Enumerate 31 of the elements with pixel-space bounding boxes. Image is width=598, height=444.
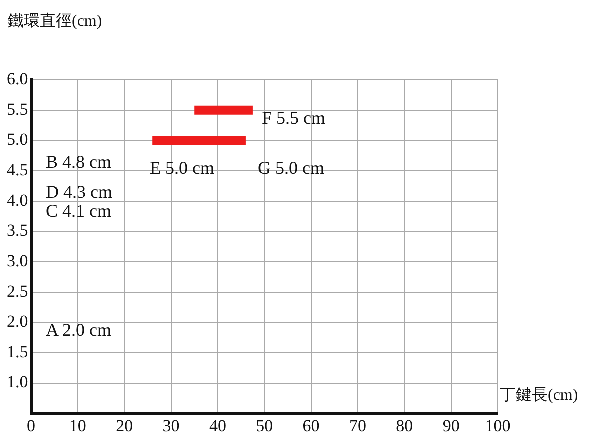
x-tick-label: 0 xyxy=(27,416,36,436)
annotation: F 5.5 cm xyxy=(262,108,326,128)
y-tick-label: 4.5 xyxy=(7,160,28,180)
y-tick-label: 2.5 xyxy=(7,282,28,301)
x-tick-label: 80 xyxy=(396,416,414,436)
annotation: A 2.0 cm xyxy=(46,320,112,340)
x-tick-label: 50 xyxy=(256,416,274,436)
x-tick-label: 70 xyxy=(349,416,366,436)
annotation: C 4.1 cm xyxy=(46,201,112,221)
y-tick-label: 5.5 xyxy=(7,100,28,119)
annotation: D 4.3 cm xyxy=(46,182,112,202)
y-tick-label: 2.0 xyxy=(7,312,28,332)
x-tick-label: 10 xyxy=(69,416,86,436)
y-tick-label: 1.5 xyxy=(7,342,28,362)
x-tick-label: 30 xyxy=(162,416,180,436)
y-tick-label: 6.0 xyxy=(7,69,28,88)
y-tick-label: 3.0 xyxy=(7,251,28,270)
annotation: G 5.0 cm xyxy=(258,158,324,178)
y-tick-label: 4.0 xyxy=(7,190,28,210)
x-axis-title: 丁鍵長(cm) xyxy=(500,386,578,404)
y-axis-title: 鐵環直徑(cm) xyxy=(8,12,102,30)
x-tick-label: 40 xyxy=(209,416,226,436)
annotation: E 5.0 cm xyxy=(150,158,214,178)
x-tick-label: 60 xyxy=(302,416,320,436)
x-tick-label: 90 xyxy=(442,416,460,436)
y-tick-label: 5.0 xyxy=(7,130,28,150)
y-tick-label: 1.0 xyxy=(7,372,28,392)
annotation: B 4.8 cm xyxy=(46,152,112,172)
x-tick-label: 20 xyxy=(116,416,134,436)
x-tick-label: 100 xyxy=(485,416,511,436)
y-tick-label: 3.5 xyxy=(7,221,28,240)
